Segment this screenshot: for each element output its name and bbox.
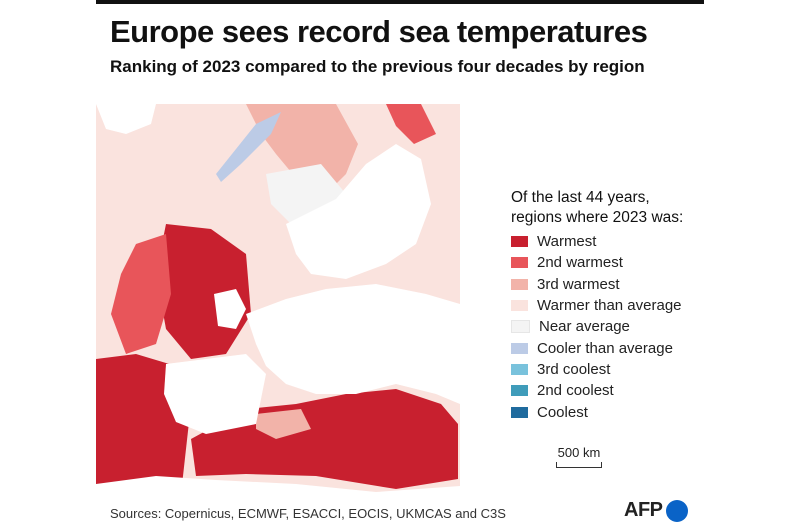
cooler-region: [216, 112, 281, 182]
legend-label: Warmer than average: [537, 297, 682, 315]
afp-logo-dot: [665, 499, 688, 522]
afp-logo: AFP: [624, 499, 688, 522]
legend-item: Near average: [511, 316, 682, 337]
legend-title: Of the last 44 years, regions where 2023…: [511, 188, 683, 228]
sea-temperature-map: [96, 104, 460, 494]
legend-item: 2nd warmest: [511, 252, 682, 273]
page-title: Europe sees record sea temperatures: [110, 14, 648, 49]
legend-title-line1: Of the last 44 years,: [511, 189, 650, 206]
legend-item: Warmest: [511, 231, 682, 252]
legend-item: 2nd coolest: [511, 380, 682, 401]
scale-bar-label: 500 km: [557, 445, 601, 460]
legend-swatch: [511, 385, 528, 397]
land-greenland-iceland: [96, 104, 156, 134]
scale-bar: 500 km: [556, 445, 602, 468]
legend-swatch: [511, 257, 528, 269]
legend-label: Warmest: [537, 233, 597, 251]
legend-swatch: [511, 363, 528, 375]
legend-swatch: [511, 406, 528, 418]
legend-label: Coolest: [537, 403, 588, 421]
land-africa: [96, 476, 460, 494]
land-british-isles: [214, 289, 246, 329]
legend-label: 3rd coolest: [537, 360, 611, 378]
mediterranean-3rd-warmest: [256, 409, 311, 439]
legend-label: Cooler than average: [537, 339, 673, 357]
land-scandinavia: [286, 144, 431, 279]
legend-label: 2nd coolest: [537, 382, 614, 400]
land-iberia: [164, 354, 266, 434]
legend-item: Coolest: [511, 401, 682, 422]
legend-swatch: [511, 278, 528, 290]
legend-swatch: [511, 342, 528, 354]
legend-item: Cooler than average: [511, 337, 682, 358]
legend-swatch: [511, 300, 528, 312]
north-arctic-region: [386, 104, 436, 144]
legend-label: 3rd warmest: [537, 275, 620, 293]
page-subtitle: Ranking of 2023 compared to the previous…: [110, 57, 645, 76]
legend-label: Near average: [539, 318, 630, 336]
header-bar: [96, 0, 704, 4]
scale-bar-line: [556, 462, 602, 468]
legend-label: 2nd warmest: [537, 254, 623, 272]
land-continental-europe: [246, 284, 460, 404]
legend: Warmest 2nd warmest 3rd warmest Warmer than…: [511, 231, 682, 423]
legend-title-line2: regions where 2023 was:: [511, 209, 684, 226]
legend-swatch: [511, 320, 530, 334]
legend-item: Warmer than average: [511, 295, 682, 316]
afp-logo-text: AFP: [624, 499, 663, 521]
biscay-2nd-warmest: [111, 234, 171, 354]
legend-item: 3rd warmest: [511, 274, 682, 295]
legend-swatch: [511, 236, 528, 248]
legend-item: 3rd coolest: [511, 359, 682, 380]
sources-note: Sources: Copernicus, ECMWF, ESACCI, EOCI…: [110, 506, 506, 521]
map-svg: [96, 104, 460, 494]
